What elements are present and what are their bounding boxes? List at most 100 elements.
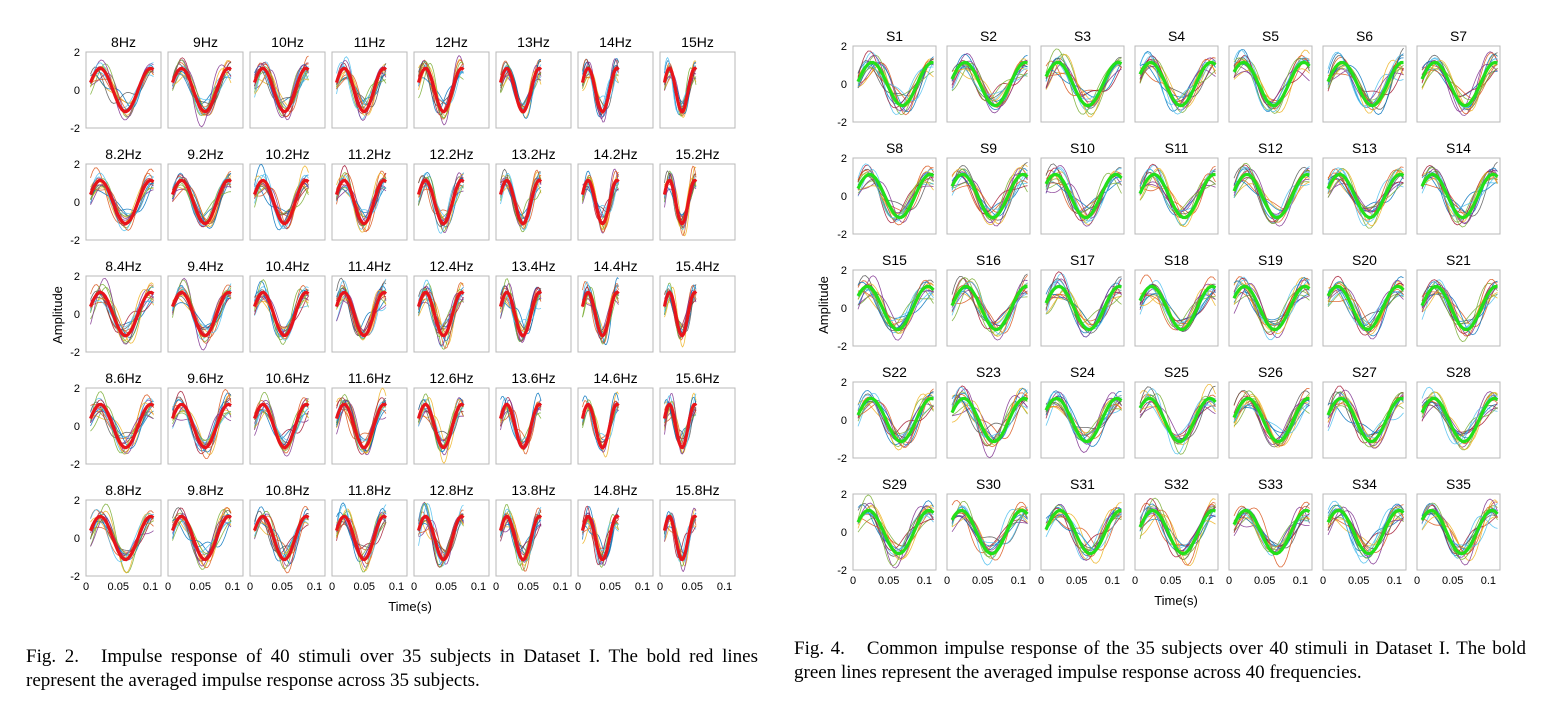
mean-trace [1044,284,1122,332]
subject-trace [1421,64,1498,100]
plot-panel [1040,45,1125,123]
subject-trace [857,401,934,434]
plot-panel [577,387,654,465]
x-tick-label: 0 [165,581,171,593]
subject-trace [172,73,232,101]
subject-trace [1233,277,1310,326]
subject-trace [254,288,309,345]
subject-trace [336,408,387,440]
subject-trace [500,291,542,325]
panel-title: S30 [976,476,1001,492]
subject-trace [1139,61,1216,98]
panel-title: 13.4Hz [511,258,555,274]
subject-trace [172,297,232,329]
x-tick-label: 0.1 [1011,575,1026,587]
x-tick-label: 0.1 [1387,575,1402,587]
panel-title: 8Hz [111,34,136,50]
subject-trace [1327,178,1404,208]
subject-trace [172,176,232,226]
subject-trace [1327,289,1404,328]
subject-trace [1045,392,1122,437]
subject-trace [90,516,154,552]
subject-trace [951,387,1028,441]
panel-title: 12.8Hz [429,482,473,498]
mean-trace [1138,396,1217,444]
panel-title: 10.4Hz [265,258,309,274]
subject-trace [1139,52,1216,105]
plot-panel [1416,269,1501,347]
subject-trace [857,511,934,547]
x-tick-label: 0.05 [272,581,293,593]
mean-trace [1044,172,1123,220]
subject-trace [90,277,154,345]
subject-trace [418,59,464,120]
y-tick-label: 2 [74,271,80,283]
panel-title: S8 [886,140,903,156]
y-axis-label: Amplitude [816,276,831,334]
panel-title: 15.2Hz [675,146,719,162]
x-tick-label: 0 [411,581,417,593]
subject-trace [951,401,1028,444]
subject-trace [336,515,387,565]
subject-trace [1327,177,1404,213]
subject-trace [336,73,387,106]
panel-title: 11.6Hz [348,370,391,386]
subject-trace [500,291,542,335]
subject-trace [90,511,154,555]
subject-trace [857,289,934,330]
subject-trace [90,519,154,556]
mean-trace [252,66,310,114]
x-tick-label: 0.1 [307,581,322,593]
subject-trace [1139,173,1216,220]
subject-trace [951,289,1028,326]
x-tick-label: 0 [247,581,253,593]
y-tick-label: 2 [74,383,80,395]
subject-trace [418,298,464,331]
plot-panel [85,51,162,129]
subject-trace [857,288,934,328]
mean-trace [950,60,1028,108]
subject-trace [1421,279,1498,334]
subject-trace [951,500,1028,557]
panel-title: S35 [1446,476,1471,492]
subject-trace [1233,49,1310,112]
mean-trace [252,402,310,450]
y-tick-label: 0 [74,85,80,97]
mean-trace [498,66,543,114]
subject-trace [1233,291,1310,321]
mean-trace [1138,284,1217,332]
panel-title: 13.6Hz [511,370,555,386]
mean-trace [856,284,935,332]
panel-title: 11.2Hz [348,146,391,162]
y-tick-label: 2 [841,489,847,501]
subject-trace [857,172,934,211]
panel-title: S10 [1070,140,1095,156]
subject-trace [254,63,309,118]
panel-title: S16 [976,252,1001,268]
y-tick-label: -2 [837,341,847,353]
panel-title: 9Hz [193,34,218,50]
subject-trace [1421,404,1498,435]
subject-trace [857,393,934,451]
panel-title: S6 [1356,28,1373,44]
mean-trace [1138,172,1216,220]
figure-2-caption-label: Fig. 2. [26,646,80,667]
panel-title: 14.8Hz [593,482,637,498]
subject-trace [1327,167,1404,223]
mean-trace [1326,172,1405,220]
subject-trace [1045,391,1122,453]
x-tick-label: 0.05 [518,581,539,593]
subject-trace [172,410,232,441]
subject-trace [951,66,1028,95]
plot-panel [577,51,654,129]
mean-trace [252,290,310,338]
x-tick-label: 0.1 [1199,575,1214,587]
panel-title: 12.4Hz [429,258,473,274]
y-tick-label: 2 [841,41,847,53]
panel-title: S32 [1164,476,1189,492]
mean-trace [1420,508,1499,556]
panel-title: S4 [1168,28,1185,44]
y-tick-label: 0 [841,303,847,315]
